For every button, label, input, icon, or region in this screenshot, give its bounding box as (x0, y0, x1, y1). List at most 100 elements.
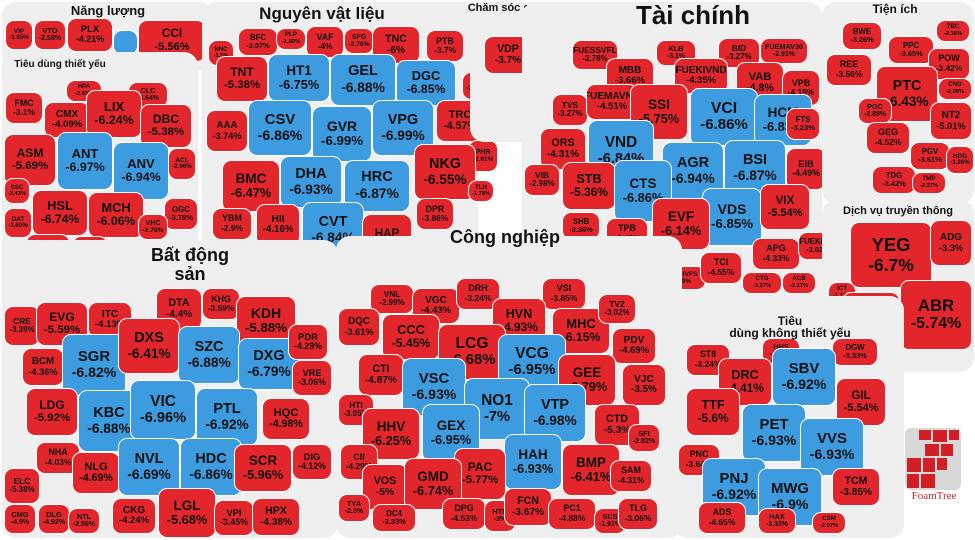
stock-cell-gel[interactable]: GEL -6.88% (330, 54, 396, 106)
stock-cell-sgr[interactable]: SGR -6.82% (62, 334, 126, 396)
stock-cell-ogc[interactable]: OGC -3.78% (164, 198, 198, 230)
stock-cell-asm[interactable]: ASM -5.69% (4, 134, 56, 186)
stock-cell-dlg[interactable]: DLG -4.92% (38, 504, 70, 534)
stock-cell-tlg[interactable]: TLG -3.06% (618, 498, 658, 530)
stock-cell-fuemav30[interactable]: FUEMAV30 -2.91% (760, 38, 808, 64)
stock-cell-vsi[interactable]: VSI -3.85% (542, 278, 586, 310)
stock-cell-sfi[interactable]: SFI -2.82% (628, 424, 660, 452)
stock-cell-agr[interactable]: AGR -6.94% (662, 142, 724, 200)
stock-cell-hrc[interactable]: HRC -6.87% (344, 160, 410, 212)
stock-cell-vvs[interactable]: VVS -6.93% (800, 418, 864, 476)
stock-cell-stb[interactable]: STB -5.36% (562, 162, 616, 210)
stock-cell-yeg[interactable]: YEG -6.7% (850, 222, 932, 288)
stock-cell-ssc[interactable]: SSC -2.43% (4, 178, 30, 204)
stock-cell-tdg[interactable]: TDG -3.42% (872, 166, 916, 194)
stock-cell-bwe[interactable]: BWE -3.26% (842, 22, 882, 50)
stock-cell-fcn[interactable]: FCN -3.67% (504, 488, 552, 526)
stock-cell-vtp[interactable]: VTP -6.98% (524, 384, 586, 442)
stock-cell-fts[interactable]: FTS -3.23% (786, 108, 820, 140)
stock-cell-scr[interactable]: SCR -5.96% (234, 444, 292, 492)
stock-cell-szc[interactable]: SZC -6.88% (178, 326, 240, 384)
stock-cell-fmc[interactable]: FMC -3.1% (5, 92, 43, 124)
stock-cell-sam[interactable]: SAM -4.31% (610, 460, 652, 492)
stock-cell-dat[interactable]: DAT -3.69% (4, 208, 32, 238)
stock-cell-nlg[interactable]: NLG -4.69% (72, 452, 120, 494)
stock-cell-aaa[interactable]: AAA -3.74% (206, 110, 248, 152)
stock-cell-vip[interactable]: VIP -1.65% (5, 20, 33, 50)
stock-cell-tya[interactable]: TYA -2.3% (338, 494, 370, 522)
stock-cell-vic[interactable]: VIC -6.96% (130, 380, 196, 440)
stock-cell-pdr[interactable]: PDR -4.29% (288, 324, 328, 360)
stock-cell-dpg[interactable]: DPG -4.53% (442, 498, 486, 530)
stock-cell-vto[interactable]: VTO -2.58% (34, 20, 66, 50)
stock-cell-bcm[interactable]: BCM -4.36% (22, 348, 64, 386)
stock-cell-vre[interactable]: VRE -3.06% (292, 360, 332, 396)
stock-cell-nkg[interactable]: NKG -6.55% (414, 144, 476, 200)
stock-cell-vaf[interactable]: VAF -4% (306, 26, 344, 58)
stock-cell-apg[interactable]: APG -4.33% (752, 238, 800, 270)
stock-cell-bmc[interactable]: BMC -6.47% (222, 160, 280, 212)
stock-cell-ht1[interactable]: HT1 -6.75% (268, 54, 330, 102)
stock-cell-ctg[interactable]: CTG -3.27% (742, 272, 782, 294)
stock-cell-tnt[interactable]: TNT -5.38% (216, 56, 268, 102)
stock-cell-csv[interactable]: CSV -6.86% (248, 100, 312, 156)
stock-cell-cre[interactable]: CRE -3.39% (4, 306, 40, 346)
stock-cell-csm[interactable]: CSM -2.07% (812, 512, 846, 534)
stock-cell-plp[interactable]: PLP -1.89% (276, 28, 306, 50)
stock-cell-hqc[interactable]: HQC -4.98% (262, 398, 310, 440)
stock-cell-pgv[interactable]: PGV -3.61% (910, 142, 950, 170)
stock-cell-drh[interactable]: DRH -3.24% (456, 278, 500, 310)
stock-cell-cti[interactable]: CTI -4.87% (358, 354, 404, 396)
stock-cell-tvs[interactable]: TVS -3.27% (552, 94, 588, 126)
stock-cell-pc1[interactable]: PC1 -4.88% (548, 498, 596, 530)
stock-cell-nt2[interactable]: NT2 -5.01% (930, 102, 972, 140)
stock-cell-dig[interactable]: DIG -4.12% (292, 444, 332, 480)
stock-cell-abr[interactable]: ABR -5.74% (900, 280, 972, 350)
stock-cell-vci[interactable]: VCI -6.86% (690, 88, 758, 146)
stock-cell-plx[interactable]: PLX -4.21% (67, 18, 113, 52)
stock-cell-hpx[interactable]: HPX -4.38% (252, 498, 300, 536)
stock-cell-lix[interactable]: LIX -6.24% (86, 90, 142, 138)
stock-cell-hax[interactable]: HAX -3.33% (758, 508, 796, 534)
stock-cell-ntl[interactable]: NTL -2.56% (68, 508, 100, 534)
stock-cell-sfg[interactable]: SFG -2.76% (344, 28, 374, 54)
stock-cell-hdc[interactable]: HDC -6.86% (180, 438, 242, 496)
stock-cell-cmg[interactable]: CMG -4.9% (4, 504, 36, 534)
stock-cell-ads[interactable]: ADS -4.65% (698, 502, 746, 534)
stock-cell-vjc[interactable]: VJC -3.5% (622, 364, 666, 406)
stock-cell-ppc[interactable]: PPC -3.65% (888, 36, 934, 64)
stock-cell-bfc[interactable]: BFC -3.07% (238, 28, 278, 56)
stock-cell-tlh[interactable]: TLH -1.78% (468, 180, 494, 202)
stock-cell-acb[interactable]: ACB -2.17% (782, 272, 816, 294)
stock-cell-vhc[interactable]: VHC -2.78% (138, 214, 168, 240)
stock-cell-mch[interactable]: MCH -6.06% (88, 192, 144, 238)
stock-cell-dgw[interactable]: DGW -3.33% (832, 338, 878, 366)
stock-cell-ptb[interactable]: PTB -3.7% (426, 30, 464, 62)
stock-cell-pnj[interactable]: PNJ -6.92% (702, 458, 766, 516)
stock-cell-gvr[interactable]: GVR -6.99% (312, 106, 372, 162)
stock-cell-ckg[interactable]: CKG -4.24% (112, 498, 156, 534)
stock-cell-vib[interactable]: VIB -2.98% (524, 164, 560, 196)
stock-cell-dgc[interactable]: DGC -6.85% (396, 60, 456, 106)
stock-cell-pdv[interactable]: PDV -4.69% (612, 328, 656, 364)
stock-cell-gmd[interactable]: GMD -6.74% (404, 458, 462, 510)
stock-cell-ttf[interactable]: TTF -5.6% (686, 388, 740, 436)
stock-cell-ybm[interactable]: YBM -2.9% (212, 208, 252, 240)
stock-cell-ant[interactable]: ANT -6.97% (57, 132, 113, 190)
stock-cell-khg[interactable]: KHG -3.59% (202, 288, 240, 320)
stock-cell-dqc[interactable]: DQC -3.61% (338, 308, 380, 346)
stock-cell-sbv[interactable]: SBV -6.92% (772, 348, 836, 406)
stock-cell-vcg[interactable]: VCG -6.95% (498, 334, 566, 390)
stock-cell-cii[interactable]: CII -4.29% (340, 444, 378, 480)
stock-cell-tmp[interactable]: TMP -2.27% (912, 172, 946, 194)
stock-cell-vds[interactable]: VDS -6.85% (702, 188, 762, 246)
stock-cell-hii[interactable]: HII -4.16% (256, 204, 300, 246)
stock-cell-tcm[interactable]: TCM -3.85% (832, 468, 880, 506)
stock-cell-hsl[interactable]: HSL -6.74% (32, 190, 88, 236)
stock-cell-adg[interactable]: ADG -3.3% (930, 220, 972, 266)
stock-cell-ldg[interactable]: LDG -5.92% (26, 388, 78, 436)
stock-cell-elc[interactable]: ELC -5.38% (4, 468, 40, 504)
stock-cell-kdh[interactable]: KDH -5.88% (236, 296, 296, 346)
stock-cell-clc[interactable]: CLC -3.64% (128, 82, 168, 108)
stock-cell-ree[interactable]: REE -3.56% (826, 54, 872, 86)
